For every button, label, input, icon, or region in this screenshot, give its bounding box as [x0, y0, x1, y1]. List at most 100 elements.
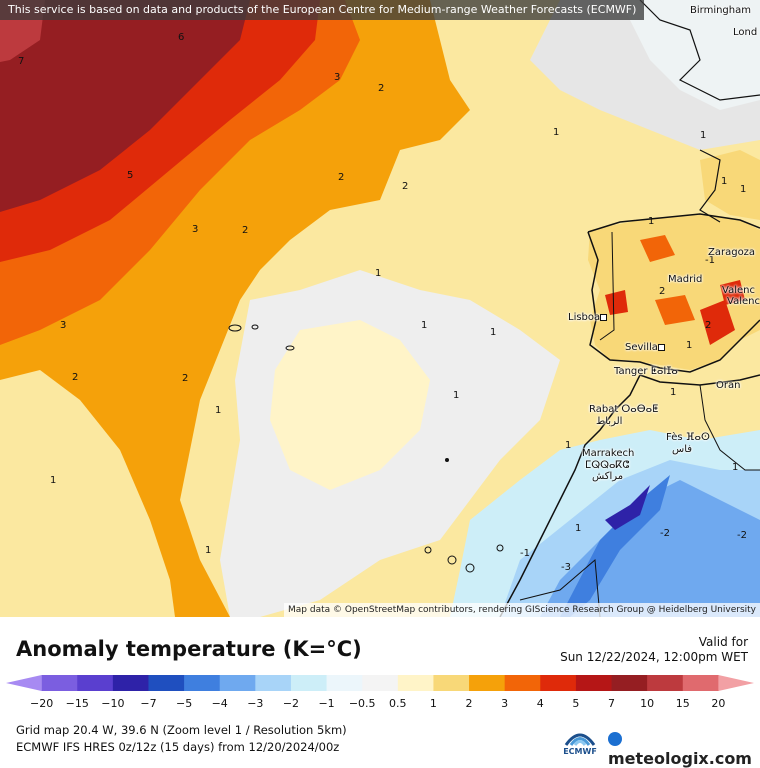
anomaly-band-1-west [0, 370, 175, 617]
contour-label: 1 [453, 390, 460, 401]
city-fes-arabic: فاس [672, 444, 693, 455]
color-scale-tick: 10 [640, 697, 655, 710]
color-scale-tick: 7 [608, 697, 616, 710]
contour-label: 1 [740, 184, 747, 195]
color-scale-bin [6, 675, 42, 691]
valid-time: Sun 12/22/2024, 12:00pm WET [560, 650, 748, 664]
city-birmingham: Birmingham [690, 5, 751, 16]
ecmwf-logo[interactable]: ECMWF [560, 727, 600, 757]
city-marrakech-tifinagh: ⵎⵕⵕⴰⴽⵛ [585, 460, 630, 471]
anomaly-band-5 [0, 0, 250, 212]
canary-island-4 [496, 544, 504, 552]
color-scale-tick: −0.5 [348, 697, 376, 710]
color-scale-tick: 1 [429, 697, 437, 710]
color-scale-bin [504, 675, 541, 691]
color-scale-bin [326, 675, 363, 691]
grid-info: Grid map 20.4 W, 39.6 N (Zoom level 1 / … [16, 723, 347, 737]
contour-label: 1 [732, 462, 739, 473]
contour-label: 1 [686, 340, 693, 351]
contour-label: 1 [670, 387, 677, 398]
city-oran: Oran [716, 380, 741, 391]
coast-iberia-west-south [587, 231, 760, 373]
color-scale-tick: 2 [465, 697, 473, 710]
color-scale-bin [397, 675, 434, 691]
anomaly-band-05 [270, 320, 430, 490]
contour-label: 1 [215, 405, 222, 416]
iberia-hot-2 [655, 295, 695, 325]
color-scale-bin [184, 675, 221, 691]
color-scale: −20 −15 −10 −7 −5 −4 −3 −2 −1 −0.5 0.5 1 2 3 4 5 7 10 15 20 [0, 671, 760, 711]
contour-label: 1 [575, 523, 582, 534]
model-info: ECMWF IFS HRES 0z/12z (15 days) from 12/… [16, 740, 340, 754]
color-scale-tick: 4 [536, 697, 544, 710]
contour-label: 2 [338, 172, 345, 183]
color-scale-bin [469, 675, 506, 691]
contour-label: 1 [490, 327, 497, 338]
meteologix-logo[interactable]: meteologix.com [608, 730, 760, 768]
contour-label: -2 [737, 530, 747, 541]
north-pale [620, 0, 760, 110]
contour-label: 1 [50, 475, 57, 486]
color-scale-bin [255, 675, 292, 691]
contour-label: 1 [700, 130, 707, 141]
color-scale-tick: −7 [140, 697, 157, 710]
contour-label: 5 [127, 170, 134, 181]
color-scale-tick: 0.5 [389, 697, 407, 710]
color-scale-bin [41, 675, 78, 691]
color-scale-bin [290, 675, 328, 691]
color-scale-bar [6, 675, 754, 691]
coast-britain [639, 0, 760, 101]
contour-label: 2 [182, 373, 189, 384]
iberia-hot-4 [720, 280, 745, 305]
contour-label: 2 [242, 225, 249, 236]
canary-island-2 [447, 555, 457, 565]
color-scale-tick: −20 [30, 697, 54, 710]
color-scale-bin [682, 675, 719, 691]
city-london: Lond [733, 27, 758, 38]
legend-panel: Anomaly temperature (K=°C) Valid for Sun… [0, 617, 760, 768]
map-attribution[interactable]: Map data © OpenStreetMap contributors, r… [284, 603, 760, 617]
contour-label: 1 [721, 176, 728, 187]
ecmwf-banner: This service is based on data and produc… [0, 0, 645, 20]
city-rabat-arabic: الرباط [596, 416, 623, 427]
valid-label: Valid for [698, 635, 748, 649]
color-scale-bin [112, 675, 149, 691]
contour-label: -3 [561, 562, 571, 573]
contour-label: 6 [178, 32, 185, 43]
azores-island-2 [251, 324, 259, 330]
contour-label: 1 [648, 216, 655, 227]
city-lisboa: Lisboa [568, 312, 609, 323]
contour-label: 1 [553, 127, 560, 138]
contour-label: 1 [421, 320, 428, 331]
canary-island-1 [424, 546, 432, 554]
contour-label: 2 [659, 286, 666, 297]
city-tanger: Tanger ⵟⴰⵏⵊⴰ [614, 366, 678, 377]
color-scale-bin [362, 675, 399, 691]
color-scale-bin [219, 675, 256, 691]
map-view[interactable]: 7 6 5 3 3 2 2 2 2 1 1 1 1 1 1 1 3 2 2 1 … [0, 0, 760, 617]
color-scale-tick: −15 [65, 697, 89, 710]
color-scale-tick: 5 [572, 697, 580, 710]
color-scale-bin [148, 675, 185, 691]
city-marrakech-arabic: مراكش [592, 471, 624, 482]
canary-island-3 [465, 563, 475, 573]
contour-label: 3 [60, 320, 67, 331]
iberia-hot-5 [605, 290, 628, 315]
city-valencia-2: Valenc [727, 296, 760, 307]
city-valencia-1: Valenc [722, 285, 755, 296]
color-scale-tick: −10 [101, 697, 125, 710]
color-scale-tick: −2 [282, 697, 300, 710]
border-south-morocco [519, 558, 601, 617]
color-scale-bin [611, 675, 648, 691]
contour-label: 7 [18, 56, 25, 67]
contour-label: 2 [705, 320, 712, 331]
color-scale-tick: −5 [175, 697, 193, 710]
france-warm [700, 150, 760, 220]
color-scale-tick: −1 [318, 697, 335, 710]
iberia-hot-3 [700, 300, 735, 345]
color-scale-tick: −4 [211, 697, 228, 710]
contour-label: 1 [565, 440, 572, 451]
color-scale-tick: 20 [711, 697, 726, 710]
contour-label: -1 [705, 255, 715, 266]
contour-label: 1 [205, 545, 212, 556]
